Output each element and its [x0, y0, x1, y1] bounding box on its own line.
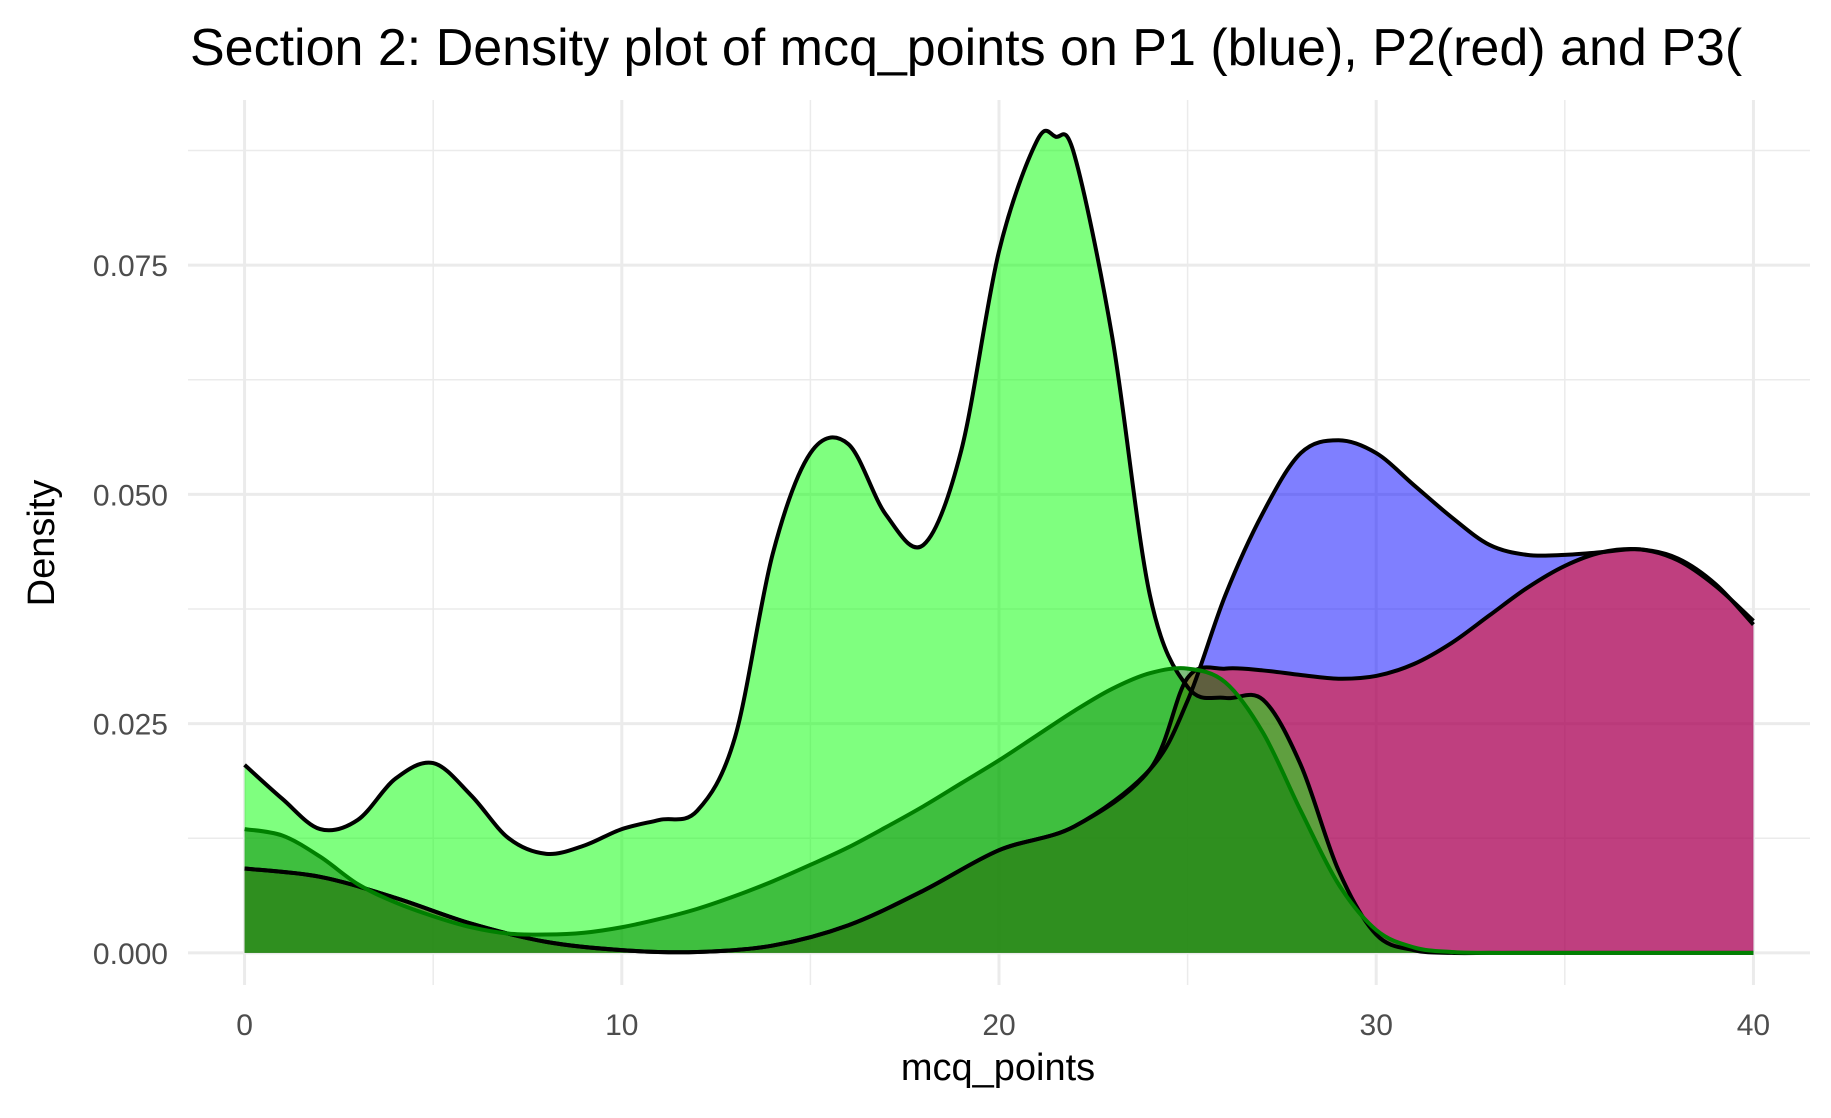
y-tick-label: 0.075: [93, 250, 168, 283]
x-tick-label: 20: [982, 1009, 1015, 1042]
tick-labels: 0 10 20 30 40 0.000 0.025 0.050 0.075: [93, 250, 1770, 1042]
y-tick-label: 0.050: [93, 479, 168, 512]
x-tick-label: 40: [1737, 1009, 1770, 1042]
y-axis-title: Density: [21, 480, 63, 607]
density-area-2: [244, 548, 1754, 953]
y-tick-label: 0.000: [93, 938, 168, 971]
density-area-4: [244, 668, 1754, 953]
density-lines: [243, 128, 1755, 956]
density-areas: [244, 130, 1754, 954]
chart-title: Section 2: Density plot of mcq_points on…: [190, 19, 1743, 77]
y-tick-label: 0.025: [93, 709, 168, 742]
x-tick-label: 0: [236, 1009, 253, 1042]
x-tick-label: 30: [1360, 1009, 1393, 1042]
x-tick-label: 10: [605, 1009, 638, 1042]
density-line-2: [244, 546, 1755, 955]
density-line-4: [244, 666, 1754, 955]
x-axis-title: mcq_points: [901, 1047, 1095, 1089]
density-area-3: [244, 130, 1754, 954]
